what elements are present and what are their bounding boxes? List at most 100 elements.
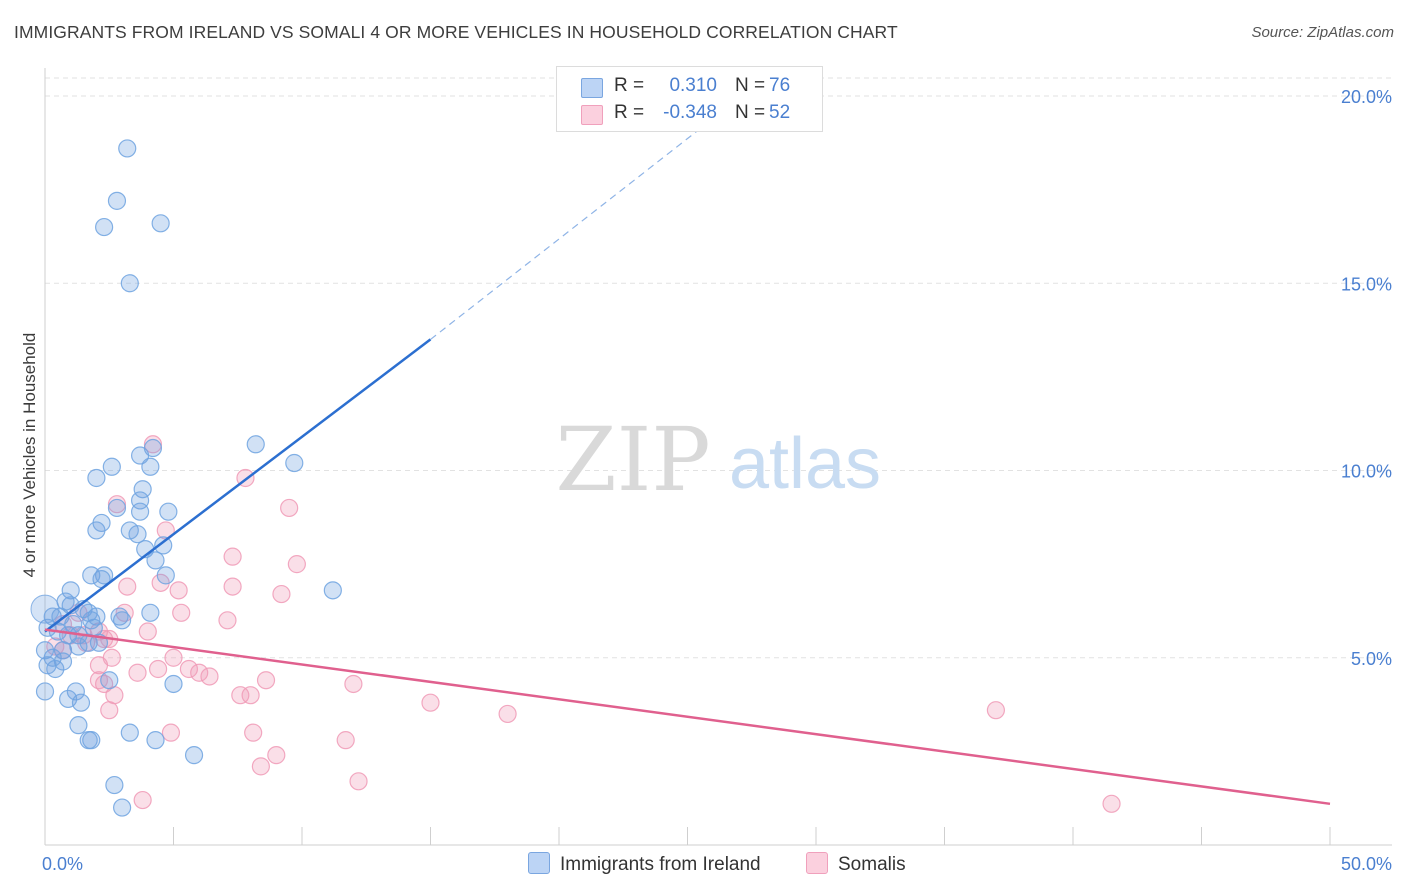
legend-label-somali: Somalis bbox=[838, 854, 906, 875]
somali-point bbox=[169, 581, 188, 600]
ireland-point bbox=[246, 435, 265, 454]
somali-point bbox=[498, 704, 517, 724]
ireland-trend-extension bbox=[430, 117, 714, 340]
ireland-point bbox=[79, 731, 98, 750]
somali-point bbox=[100, 701, 119, 720]
somali-point bbox=[133, 790, 152, 810]
ireland-point bbox=[61, 581, 80, 600]
ireland-trend-line bbox=[44, 338, 432, 633]
ireland-point bbox=[66, 682, 85, 701]
ireland-point bbox=[323, 581, 342, 600]
ireland-point bbox=[107, 191, 127, 210]
somali-point bbox=[218, 611, 237, 630]
ireland-point bbox=[154, 536, 173, 555]
ireland-point bbox=[38, 618, 57, 637]
ireland-point bbox=[151, 214, 170, 233]
ireland-point bbox=[112, 798, 132, 817]
ireland-point bbox=[120, 723, 139, 742]
grid-lines bbox=[45, 77, 1392, 659]
legend-item-ireland: Immigrants from Ireland bbox=[528, 852, 761, 876]
y-tick-label: 10.0% bbox=[1341, 462, 1392, 482]
ireland-swatch bbox=[581, 78, 603, 98]
axes bbox=[44, 68, 1392, 846]
somali-point bbox=[89, 656, 109, 675]
somali-point bbox=[241, 686, 260, 705]
ireland-point bbox=[112, 611, 132, 630]
somali-point bbox=[256, 671, 276, 690]
somali-point bbox=[244, 723, 263, 742]
ireland-point bbox=[130, 446, 150, 465]
ireland-point bbox=[95, 217, 114, 237]
ireland-legend-swatch bbox=[528, 852, 550, 874]
ireland-point bbox=[35, 682, 55, 701]
ireland-point bbox=[118, 139, 137, 158]
trend-lines bbox=[44, 117, 1331, 806]
somali-legend-swatch bbox=[806, 852, 828, 874]
watermark-atlas: atlas bbox=[729, 424, 881, 504]
n-label: N = bbox=[735, 75, 766, 96]
legend-label-ireland: Immigrants from Ireland bbox=[560, 854, 761, 875]
somali-point bbox=[148, 659, 168, 679]
x-tick-label: 0.0% bbox=[42, 854, 83, 874]
legend-row-somali: R = -0.348 N = 52 bbox=[557, 101, 822, 129]
ireland-point bbox=[87, 468, 106, 488]
somali-point bbox=[223, 547, 242, 566]
y-tick-label: 15.0% bbox=[1341, 274, 1392, 294]
somali-swatch bbox=[581, 105, 603, 125]
ireland-point bbox=[128, 525, 147, 544]
somali-point bbox=[272, 584, 291, 604]
n-label: N = bbox=[735, 102, 766, 123]
ireland-point bbox=[120, 274, 139, 293]
somali-trend-line bbox=[44, 628, 1331, 806]
legend-row-ireland: R = 0.310 N = 76 bbox=[557, 74, 822, 102]
ireland-point bbox=[79, 633, 98, 652]
ireland-point bbox=[102, 457, 121, 476]
watermark: ZIP atlas bbox=[555, 408, 881, 511]
ireland-point bbox=[130, 502, 150, 521]
ireland-point bbox=[159, 502, 178, 521]
somali-point bbox=[172, 603, 191, 622]
ireland-point bbox=[141, 457, 160, 476]
tick-labels: 5.0% 10.0% 15.0% 20.0% 0.0% 50.0% bbox=[42, 87, 1392, 874]
somali-point bbox=[986, 701, 1006, 720]
somali-point bbox=[267, 746, 286, 765]
ireland-point bbox=[107, 498, 127, 518]
ireland-point bbox=[82, 611, 101, 630]
n-value: 76 bbox=[769, 75, 791, 96]
source-label: Source: ZipAtlas.com bbox=[1251, 24, 1394, 41]
somali-point bbox=[138, 622, 157, 641]
n-value: 52 bbox=[769, 102, 791, 123]
r-label: R = bbox=[614, 75, 645, 96]
somali-point bbox=[128, 663, 147, 682]
somali-point bbox=[200, 667, 219, 686]
somali-point bbox=[421, 693, 440, 712]
somali-point bbox=[179, 659, 199, 679]
x-tick-label: 50.0% bbox=[1341, 854, 1392, 874]
somali-point bbox=[231, 686, 250, 705]
somali-point bbox=[118, 577, 137, 596]
ireland-point bbox=[100, 671, 119, 690]
ireland-point bbox=[35, 641, 55, 660]
somali-point bbox=[1102, 794, 1121, 813]
somali-point bbox=[190, 663, 209, 682]
y-tick-label: 20.0% bbox=[1341, 87, 1392, 107]
somali-point bbox=[251, 757, 270, 776]
ireland-point bbox=[30, 594, 60, 624]
r-value: -0.348 bbox=[663, 102, 717, 123]
somali-point bbox=[223, 577, 242, 596]
watermark-zip: ZIP bbox=[555, 408, 710, 511]
chart-title: IMMIGRANTS FROM IRELAND VS SOMALI 4 OR M… bbox=[14, 22, 898, 42]
ireland-point bbox=[285, 453, 304, 473]
ireland-point bbox=[38, 656, 57, 675]
r-label: R = bbox=[614, 102, 645, 123]
ireland-point bbox=[87, 521, 106, 540]
y-axis-label: 4 or more Vehicles in Household bbox=[20, 332, 39, 578]
somali-point bbox=[280, 498, 299, 518]
somali-point bbox=[336, 731, 355, 750]
somali-point bbox=[344, 674, 363, 694]
somali-point bbox=[161, 723, 181, 742]
ireland-point bbox=[164, 674, 183, 694]
ireland-point bbox=[146, 731, 165, 750]
somali-points bbox=[46, 435, 1121, 813]
